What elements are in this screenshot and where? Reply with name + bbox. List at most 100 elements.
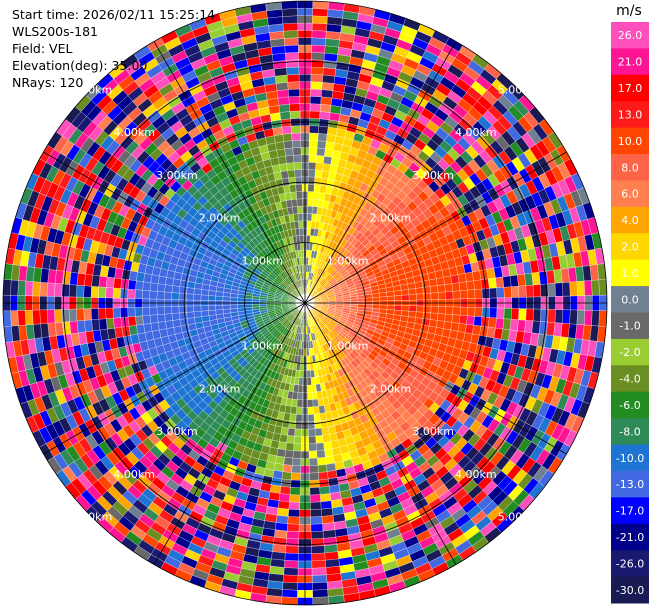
velocity-gate: [311, 391, 318, 400]
velocity-gate: [350, 298, 359, 302]
velocity-gate: [288, 501, 300, 510]
velocity-gate: [279, 486, 291, 495]
velocity-gate: [324, 148, 334, 158]
velocity-gate: [379, 296, 388, 302]
velocity-gate: [307, 191, 314, 200]
velocity-gate: [320, 419, 329, 429]
velocity-gate: [313, 406, 320, 415]
velocity-gate: [310, 509, 322, 518]
range-ring-label: 3.00km: [412, 169, 454, 182]
colorbar-tick-label: -26.0: [616, 557, 644, 570]
header-info: Start time: 2026/02/11 15:25:14 WLS200s-…: [12, 6, 215, 91]
velocity-gate: [293, 162, 302, 171]
velocity-gate: [311, 52, 325, 61]
velocity-gate: [149, 314, 159, 324]
velocity-gate: [314, 169, 323, 178]
velocity-gate: [112, 287, 121, 299]
velocity-gate: [547, 283, 556, 297]
velocity-gate: [285, 545, 299, 554]
velocity-gate: [292, 140, 302, 149]
velocity-gate: [207, 295, 216, 301]
velocity-gate: [320, 96, 333, 106]
velocity-gate: [308, 147, 318, 156]
velocity-gate: [496, 307, 505, 319]
velocity-gate: [165, 320, 174, 329]
velocity-gate: [316, 147, 326, 157]
colorbar-tick-label: -4.0: [619, 373, 640, 386]
velocity-gate: [54, 283, 63, 297]
velocity-gate: [142, 290, 151, 300]
colorbar-tick-label: 17.0: [618, 82, 643, 95]
velocity-gate: [150, 322, 160, 332]
velocity-gate: [296, 399, 303, 408]
velocity-gate: [284, 560, 299, 569]
velocity-gate: [294, 220, 300, 229]
velocity-gate: [91, 274, 101, 287]
velocity-gate: [276, 507, 289, 517]
colorbar-ticks: 26.021.017.013.010.08.06.04.02.01.00.0-1…: [616, 29, 644, 597]
velocity-gate: [179, 286, 188, 294]
velocity-gate: [315, 442, 325, 451]
colorbar-cell: [611, 391, 649, 419]
velocity-gate: [450, 274, 460, 284]
range-ring-label: 5.00km: [498, 83, 540, 96]
velocity-gate: [32, 281, 41, 297]
velocity-gate: [317, 133, 328, 142]
colorbar-cell: [611, 338, 649, 366]
velocity-gate: [287, 169, 296, 178]
velocity-gate: [288, 177, 296, 186]
velocity-gate: [127, 279, 137, 290]
velocity-gate: [319, 486, 331, 495]
velocity-gate: [156, 291, 165, 300]
colorbar-tick-label: 13.0: [618, 108, 643, 121]
velocity-gate: [311, 37, 326, 46]
velocity-gate: [309, 103, 321, 112]
velocity-gate: [297, 392, 303, 401]
velocity-gate: [386, 295, 395, 301]
nrays-text: NRays: 120: [12, 75, 84, 90]
velocity-gate: [318, 405, 326, 414]
velocity-gate: [289, 184, 297, 193]
velocity-gate: [149, 306, 158, 316]
velocity-gate: [289, 487, 301, 496]
velocity-gate: [323, 441, 333, 451]
colorbar-cell: [611, 286, 649, 313]
velocity-gate: [105, 317, 115, 330]
velocity-gate: [321, 426, 330, 436]
velocity-gate: [229, 304, 238, 310]
velocity-gate: [386, 291, 395, 297]
velocity-gate: [444, 313, 453, 323]
velocity-gate: [283, 30, 299, 39]
velocity-gate: [215, 295, 224, 301]
velocity-gate: [297, 205, 303, 214]
velocity-gate: [2, 310, 12, 327]
velocity-gate: [289, 103, 301, 112]
velocity-gate: [292, 450, 302, 459]
velocity-gate: [312, 0, 329, 10]
velocity-gate: [284, 552, 299, 562]
velocity-gate: [584, 280, 593, 296]
velocity-gate: [311, 574, 328, 584]
velocity-gate: [309, 125, 320, 134]
velocity-gate: [473, 316, 483, 327]
velocity-gate: [294, 169, 302, 178]
velocity-gate: [311, 384, 317, 393]
velocity-gate: [287, 81, 300, 90]
velocity-gate: [134, 289, 143, 299]
velocity-gate: [90, 286, 99, 298]
velocity-gate: [450, 322, 460, 332]
velocity-gate: [407, 282, 416, 290]
velocity-gate: [309, 494, 321, 503]
velocity-gate: [416, 293, 425, 301]
range-ring-label: 3.00km: [156, 169, 198, 182]
velocity-gate: [208, 309, 217, 316]
colorbar-cell: [611, 154, 649, 181]
velocity-gate: [83, 308, 92, 321]
velocity-gate: [307, 392, 313, 401]
velocity-gate: [297, 213, 303, 222]
velocity-gate: [314, 177, 322, 186]
velocity-gate: [291, 398, 298, 408]
velocity-gate: [288, 88, 300, 97]
velocity-gate: [251, 304, 260, 308]
